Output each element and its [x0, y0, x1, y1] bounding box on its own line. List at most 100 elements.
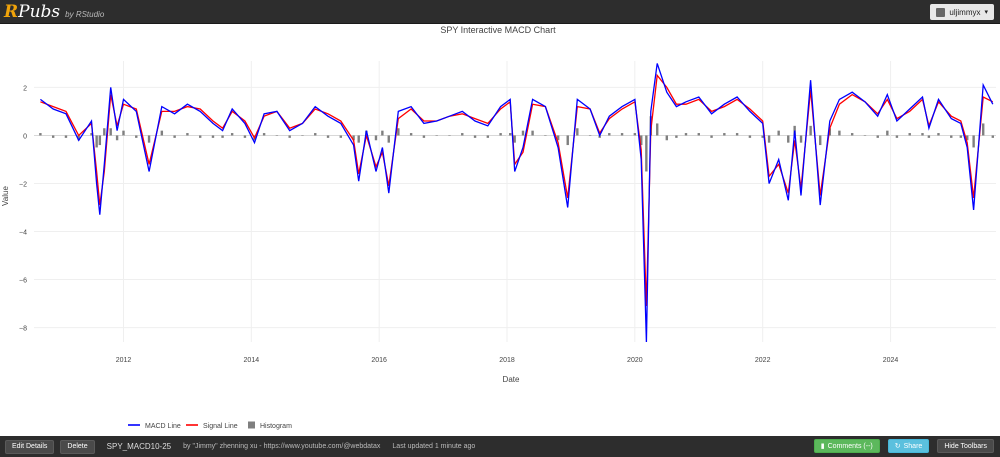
histogram-bar	[339, 135, 343, 138]
x-tick-label: 2018	[499, 357, 515, 364]
legend-item-macd-line[interactable]: MACD Line	[128, 423, 181, 430]
histogram-bar	[314, 133, 317, 136]
histogram-bar	[103, 128, 106, 136]
edit-details-button[interactable]: Edit Details	[5, 439, 55, 454]
legend-label: Signal Line	[203, 423, 238, 430]
histogram-bar	[895, 135, 899, 138]
histogram-bar	[381, 130, 384, 136]
y-tick-label: −8	[19, 326, 27, 333]
histogram-bar	[352, 135, 355, 141]
share-icon: ↻	[894, 443, 901, 450]
legend-item-signal-line[interactable]: Signal Line	[186, 423, 238, 430]
y-tick-label: 0	[23, 133, 27, 140]
histogram-bar	[991, 135, 995, 138]
histogram-bar	[723, 133, 726, 136]
histogram-bar	[863, 135, 867, 136]
histogram-bar	[473, 135, 477, 138]
signal-line-series	[40, 73, 994, 307]
histogram-bar	[608, 133, 611, 136]
chevron-down-icon: ▾	[984, 9, 988, 16]
chart-title: SPY Interactive MACD Chart	[440, 25, 556, 35]
histogram-bar	[39, 133, 42, 136]
histogram-bar	[908, 133, 911, 136]
histogram-bar	[243, 135, 247, 138]
histogram-bar	[735, 133, 739, 136]
histogram-bar	[230, 133, 234, 136]
legend-item-histogram[interactable]: Histogram	[248, 421, 292, 431]
histogram-bar	[77, 135, 80, 141]
histogram-bar	[838, 130, 841, 136]
histogram-bar	[64, 135, 68, 138]
top-toolbar: R Pubs by RStudio uljimmyx ▾	[0, 0, 1000, 24]
hide-toolbars-button[interactable]: Hide Toolbars	[937, 439, 994, 453]
last-updated-text: Last updated 1 minute ago	[392, 443, 476, 450]
histogram-bar	[850, 133, 854, 136]
histogram-bar	[435, 135, 438, 136]
x-tick-label: 2012	[116, 357, 132, 364]
histogram-bar	[959, 135, 963, 138]
histogram-bar	[122, 130, 125, 136]
histogram-bar	[767, 135, 771, 143]
histogram-bar	[326, 135, 330, 138]
histogram-bar	[576, 128, 579, 136]
histogram-bar	[409, 133, 413, 136]
avatar	[936, 7, 946, 17]
rpubs-logo[interactable]: R Pubs by RStudio	[4, 2, 104, 22]
x-tick-label: 2020	[627, 357, 643, 364]
histogram-bar	[799, 135, 803, 143]
histogram-bar	[966, 135, 969, 141]
publication-title: SPY_MACD10-25	[106, 442, 172, 451]
brand-r: R	[4, 2, 19, 22]
histogram-bar	[620, 133, 624, 136]
x-tick-label: 2024	[883, 357, 899, 364]
chart-container[interactable]: SPY Interactive MACD Chart 2 0 −2 −4 −6 −8 20…	[0, 24, 1000, 436]
user-menu-button[interactable]: uljimmyx ▾	[930, 4, 994, 20]
histogram-bar	[710, 135, 713, 138]
histogram-bar	[147, 135, 151, 143]
histogram-bar	[509, 133, 512, 136]
histogram-series	[39, 116, 995, 172]
share-button[interactable]: ↻ Share	[887, 439, 930, 453]
histogram-bar	[640, 135, 643, 146]
histogram-bar	[633, 133, 637, 136]
histogram-bar	[211, 135, 215, 138]
histogram-bar	[513, 135, 516, 143]
x-tick-label: 2014	[244, 357, 260, 364]
histogram-bar	[656, 123, 659, 136]
comments-label: Comments (--)	[827, 442, 873, 450]
histogram-bar	[876, 135, 879, 138]
histogram-bar	[645, 135, 648, 172]
histogram-bar	[809, 125, 812, 136]
publication-author: by "Jimmy" zhenning xu - https://www.you…	[183, 443, 381, 450]
histogram-bar	[357, 135, 360, 143]
y-tick-label: −6	[19, 278, 27, 285]
histogram-bar	[186, 133, 189, 136]
histogram-bar	[588, 135, 592, 136]
legend-swatch	[248, 421, 255, 429]
histogram-bar	[566, 135, 569, 146]
chart-legend[interactable]: MACD Line Signal Line Histogram	[128, 421, 292, 431]
histogram-bar	[288, 135, 291, 138]
histogram-bar	[972, 135, 975, 148]
histogram-bar	[684, 133, 688, 136]
histogram-bar	[461, 133, 464, 136]
histogram-bar	[262, 133, 266, 136]
x-axis-label: Date	[503, 375, 520, 384]
y-tick-label: −2	[19, 181, 27, 188]
histogram-bar	[950, 135, 953, 138]
histogram-bar	[544, 135, 547, 136]
x-axis-ticks: 2012 2014 2016 2018 2020 2022 2024	[116, 357, 899, 364]
legend-label: Histogram	[260, 423, 292, 430]
comment-icon: ▮	[820, 443, 825, 450]
histogram-bar	[531, 130, 534, 136]
macd-chart[interactable]: SPY Interactive MACD Chart 2 0 −2 −4 −6 −8 20…	[0, 24, 1000, 436]
brand-pubs: Pubs	[18, 2, 61, 22]
histogram-bar	[173, 135, 176, 138]
histogram-bar	[921, 133, 924, 136]
histogram-bar	[98, 135, 102, 146]
comments-button[interactable]: ▮ Comments (--)	[813, 439, 880, 453]
histogram-bar	[787, 135, 790, 143]
histogram-bar	[90, 133, 93, 136]
brand-by-rstudio: by RStudio	[65, 10, 105, 19]
delete-button[interactable]: Delete	[60, 439, 95, 454]
